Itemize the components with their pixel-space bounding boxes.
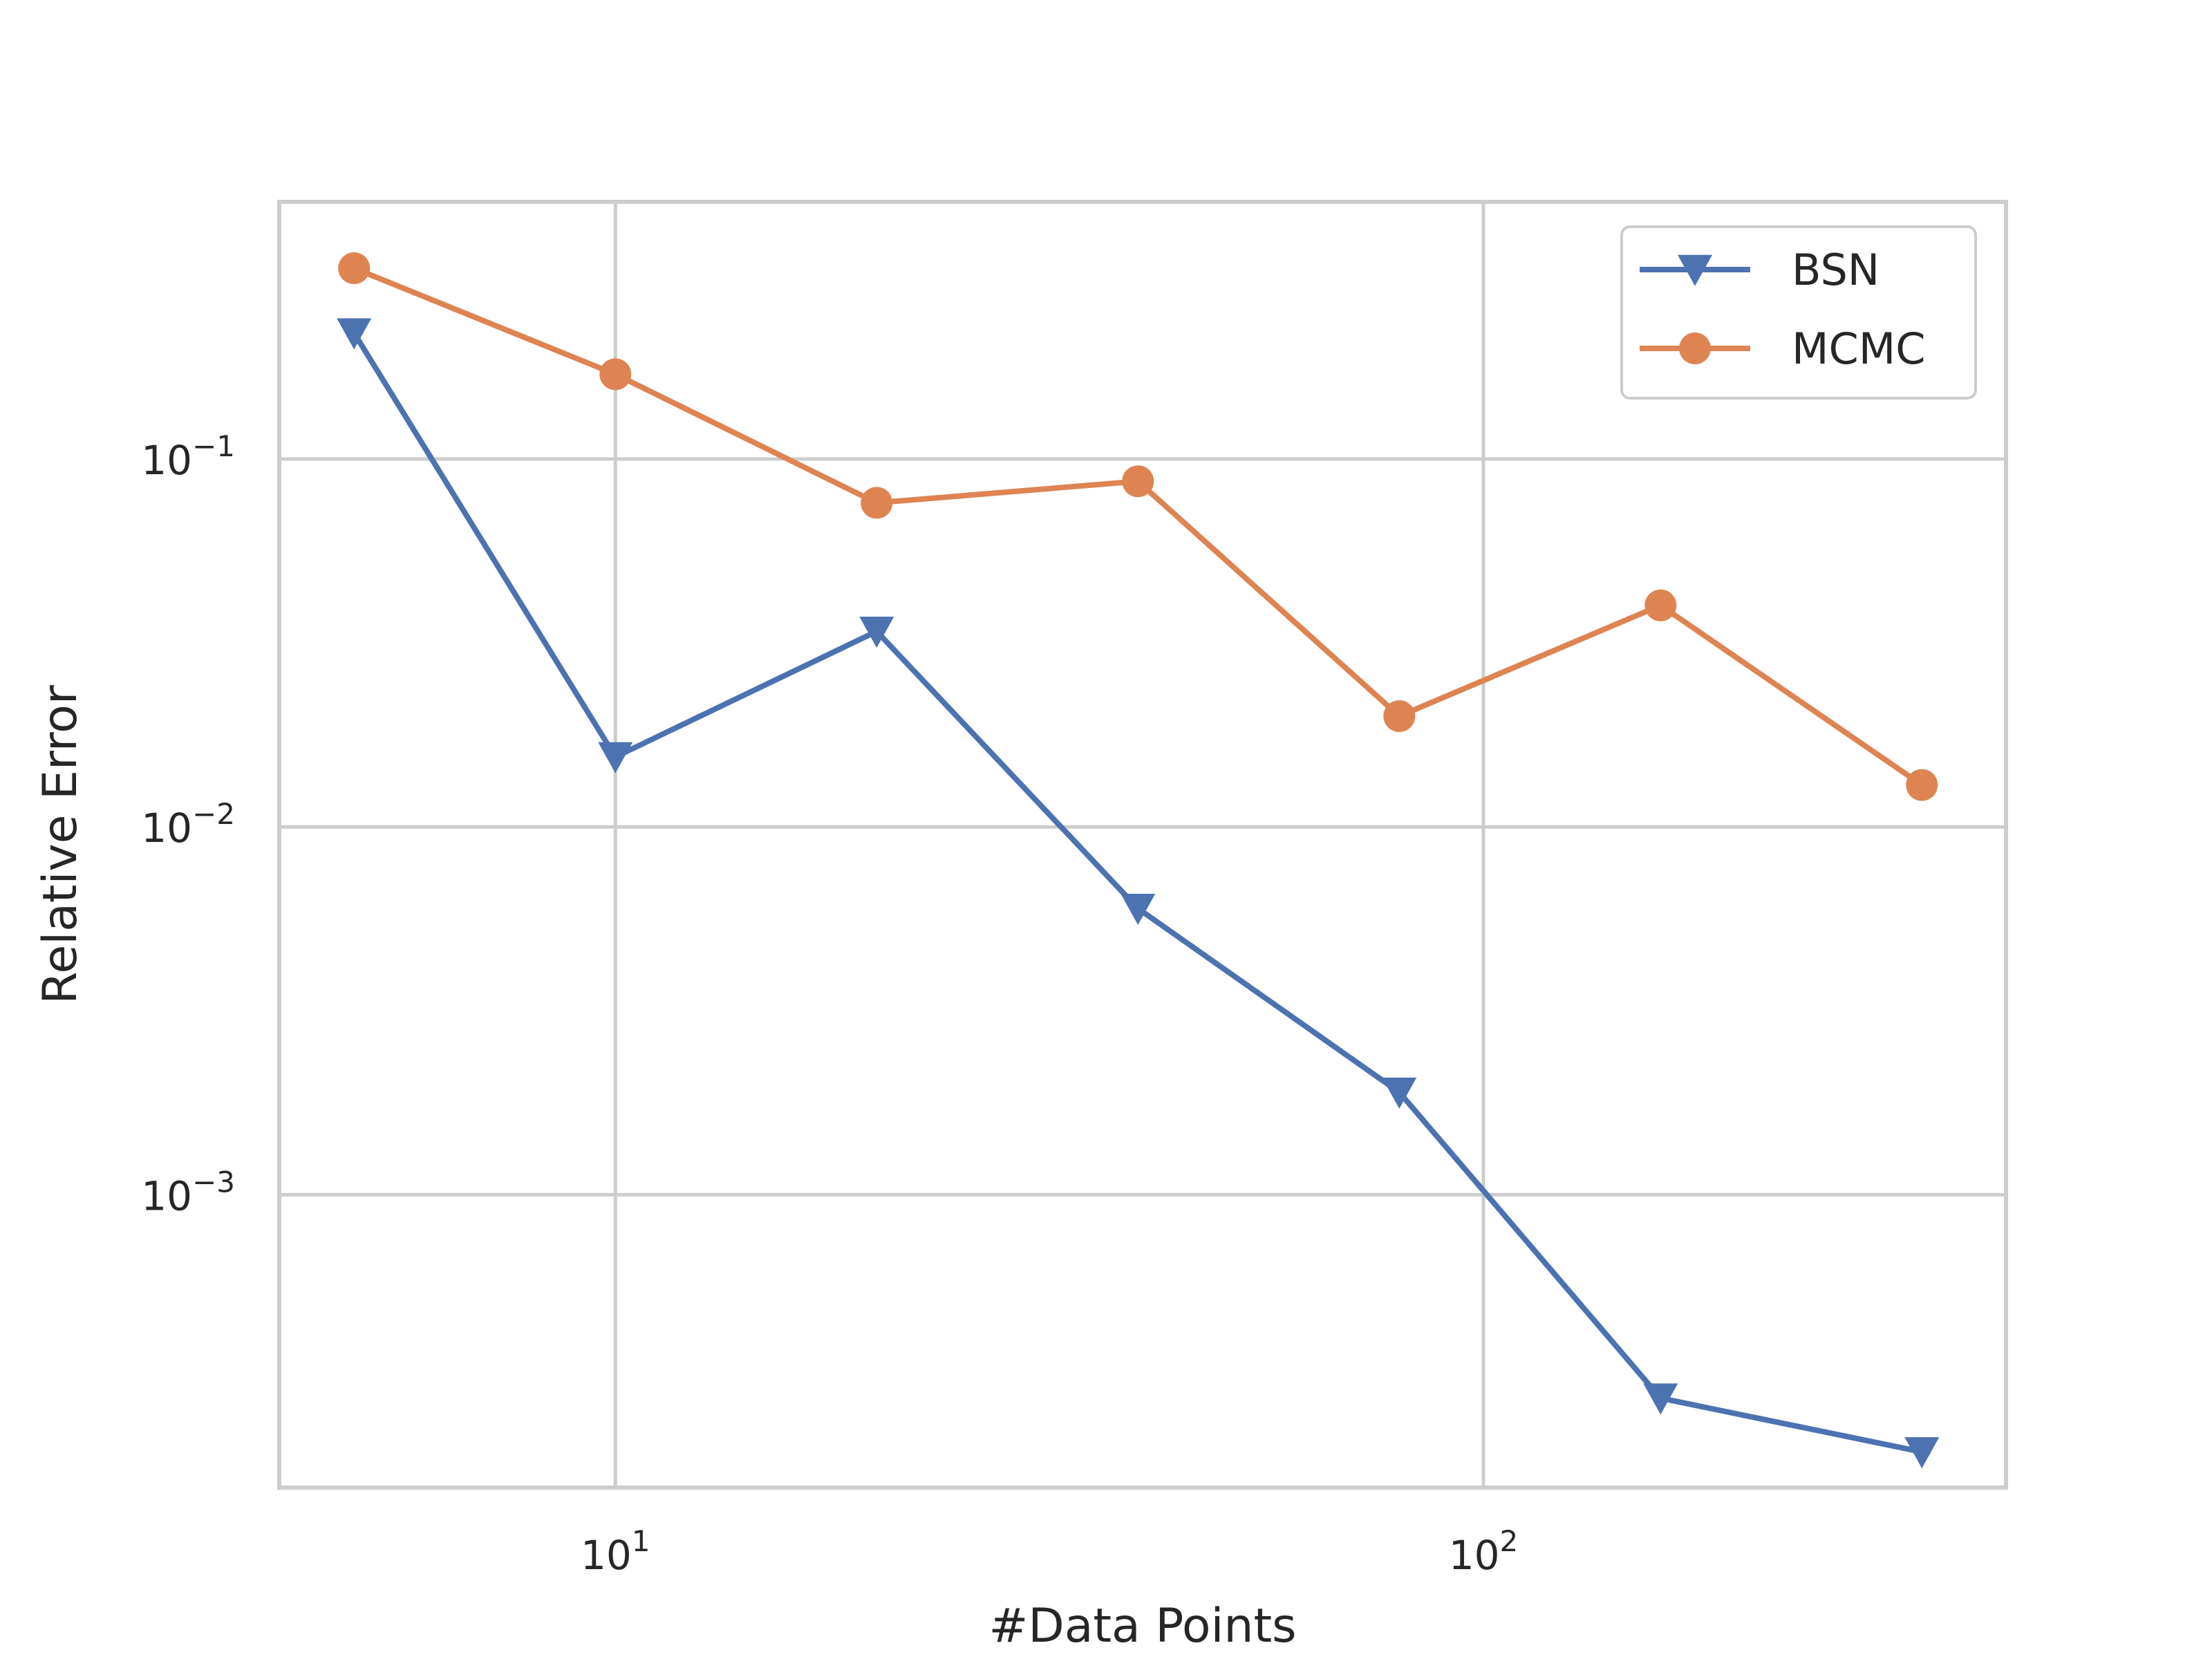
legend: BSN MCMC: [1620, 225, 1977, 400]
series-bsn: [337, 318, 1940, 1469]
mcmc-point: [1644, 589, 1677, 621]
bsn-line: [351, 331, 1923, 1455]
x-tick-exponent: 1: [632, 1524, 650, 1558]
mcmc-point: [1122, 465, 1154, 498]
series-mcmc: [338, 252, 1938, 801]
grid: [279, 202, 2006, 1488]
legend-item-bsn: BSN: [1640, 245, 1880, 295]
plot-area-frame: [277, 200, 2008, 1490]
y-tick-label: 10−1: [141, 429, 235, 484]
bsn-point: [598, 742, 633, 774]
y-tick-base: 10: [141, 437, 192, 484]
bsn-point: [1643, 1383, 1678, 1415]
mcmc-point: [1383, 700, 1416, 732]
legend-label: MCMC: [1792, 324, 1926, 374]
y-axis-label: Relative Error: [33, 685, 88, 1004]
y-tick-label: 10−2: [141, 797, 235, 852]
x-tick-label: 101: [581, 1524, 650, 1579]
mcmc-point: [599, 358, 632, 391]
bsn-point: [1382, 1077, 1417, 1109]
x-tick-label: 102: [1449, 1524, 1519, 1579]
mcmc-point: [338, 252, 371, 285]
legend-marker-triangle: [1678, 254, 1712, 286]
y-tick-base: 10: [141, 805, 192, 852]
bsn-point: [859, 617, 894, 648]
y-tick-base: 10: [141, 1172, 192, 1219]
legend-marker-circle: [1679, 332, 1711, 364]
bsn-point: [1121, 894, 1156, 926]
bsn-point: [337, 318, 372, 350]
x-axis-label: #Data Points: [988, 1599, 1296, 1653]
legend-label: BSN: [1792, 245, 1880, 295]
mcmc-point: [861, 487, 893, 519]
y-tick-label: 10−3: [141, 1165, 235, 1219]
y-tick-exponent: −3: [192, 1165, 235, 1199]
x-tick-base: 10: [581, 1532, 632, 1579]
mcmc-point: [1906, 769, 1938, 801]
legend-item-mcmc: MCMC: [1640, 324, 1926, 374]
series-layer: [337, 252, 1940, 1469]
x-tick-base: 10: [1449, 1532, 1500, 1579]
bsn-point: [1904, 1437, 1940, 1469]
x-tick-exponent: 2: [1500, 1524, 1519, 1558]
y-tick-exponent: −2: [192, 797, 235, 831]
y-tick-exponent: −1: [192, 429, 235, 463]
